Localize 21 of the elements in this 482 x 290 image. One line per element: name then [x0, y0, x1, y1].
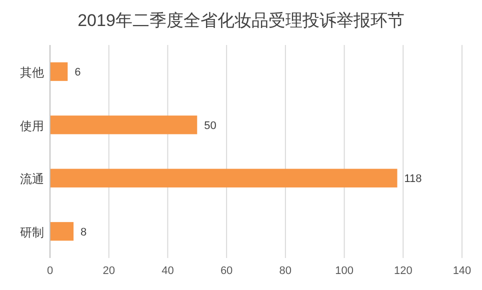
bar — [50, 222, 74, 241]
x-tick-label: 0 — [46, 265, 54, 277]
chart-title: 2019年二季度全省化妆品受理投诉举报环节 — [78, 11, 404, 30]
x-tick-label: 20 — [102, 265, 115, 277]
bar — [50, 116, 198, 134]
bar — [50, 168, 398, 188]
data-label: 6 — [74, 66, 81, 79]
y-tick-label: 其他 — [20, 66, 44, 80]
x-tick-label: 60 — [220, 265, 233, 277]
x-tick-label: 140 — [452, 265, 472, 277]
bar — [50, 62, 68, 81]
y-tick-label: 使用 — [20, 118, 44, 133]
x-tick-label: 100 — [335, 265, 354, 277]
x-tick-label: 80 — [279, 265, 292, 277]
data-label: 8 — [80, 226, 87, 238]
y-tick-label: 研制 — [20, 225, 44, 240]
x-tick-label: 120 — [394, 265, 412, 277]
data-label: 118 — [404, 173, 422, 186]
data-label: 50 — [204, 120, 216, 132]
x-tick-label: 40 — [162, 265, 174, 277]
y-tick-label: 流通 — [20, 172, 44, 186]
